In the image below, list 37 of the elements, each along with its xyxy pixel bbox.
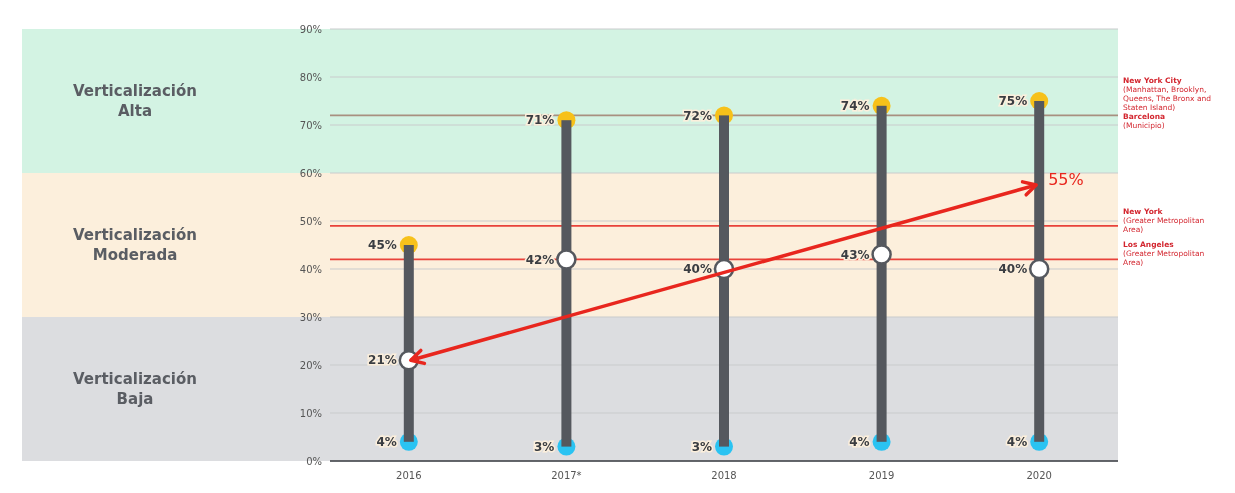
data-label: 74%	[840, 99, 870, 113]
y-tick-label: 60%	[299, 167, 322, 179]
x-tick-label: 2020	[1026, 470, 1052, 481]
data-label: 4%	[849, 435, 870, 449]
point	[1028, 258, 1050, 280]
data-label: 45%	[368, 238, 397, 253]
point	[556, 249, 577, 270]
data-label: 40%	[998, 262, 1028, 277]
x-tick-label: 2016	[396, 470, 422, 481]
annotation: 55%	[1048, 169, 1084, 189]
y-tick-label: 30%	[299, 311, 322, 323]
y-tick-label: 10%	[299, 407, 322, 419]
data-label: 3%	[534, 439, 555, 454]
data-label: 4%	[376, 435, 397, 449]
band-label: Verticalización Alta	[73, 82, 197, 121]
data-label: 71%	[525, 113, 555, 128]
bar	[403, 245, 414, 442]
x-tick-label: 2017*	[551, 470, 582, 481]
y-tick-label: 20%	[299, 359, 322, 371]
y-tick-label: 40%	[299, 263, 322, 275]
y-tick-label: 80%	[299, 71, 322, 83]
x-tick-label: 2019	[868, 470, 895, 481]
y-tick-label: 0%	[306, 455, 322, 467]
y-tick-label: 70%	[299, 119, 322, 131]
band-label: Verticalización Baja	[73, 370, 197, 409]
y-tick-label: 50%	[299, 215, 322, 227]
data-label: 40%	[683, 262, 712, 277]
data-label: 43%	[840, 247, 870, 262]
y-tick-label: 90%	[299, 23, 322, 35]
band-label: Verticalización Moderada	[73, 226, 197, 265]
data-label: 72%	[683, 108, 712, 123]
data-label: 75%	[998, 94, 1028, 109]
x-tick-label: 2018	[711, 470, 737, 481]
data-label: 4%	[1006, 435, 1028, 449]
data-label: 21%	[368, 353, 397, 368]
point	[871, 244, 892, 265]
data-label: 3%	[691, 439, 712, 454]
